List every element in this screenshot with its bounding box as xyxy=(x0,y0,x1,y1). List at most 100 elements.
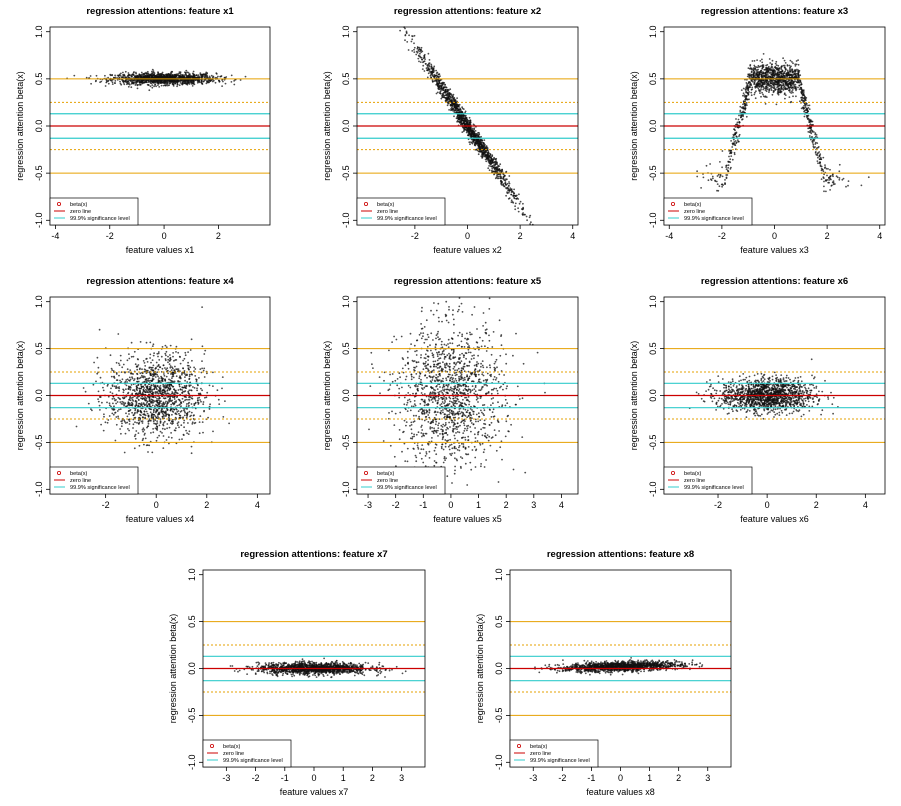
data-point xyxy=(484,146,487,149)
data-point xyxy=(734,129,736,132)
data-point xyxy=(832,175,834,178)
data-point xyxy=(511,201,514,203)
data-point xyxy=(786,69,789,72)
data-point xyxy=(159,385,162,387)
data-point xyxy=(134,84,137,86)
data-point xyxy=(190,338,193,341)
data-point xyxy=(82,387,85,389)
data-point xyxy=(789,67,791,70)
data-point xyxy=(138,73,141,76)
data-point xyxy=(490,165,493,168)
data-point xyxy=(500,177,502,180)
data-point xyxy=(456,97,458,99)
data-point xyxy=(428,62,430,65)
data-point xyxy=(145,357,148,360)
data-point xyxy=(482,142,485,144)
data-point xyxy=(772,73,775,76)
data-point xyxy=(778,69,780,72)
data-point xyxy=(826,174,828,177)
data-point xyxy=(134,76,137,78)
data-point xyxy=(134,363,137,366)
data-point xyxy=(753,70,756,73)
data-point xyxy=(446,104,449,107)
data-point xyxy=(770,79,772,82)
data-point xyxy=(737,118,740,121)
data-point xyxy=(724,183,726,185)
data-point xyxy=(130,75,133,78)
data-point xyxy=(796,81,799,84)
data-point xyxy=(109,79,112,81)
data-point xyxy=(187,80,190,82)
data-point xyxy=(166,423,169,425)
data-point xyxy=(404,34,407,36)
data-point xyxy=(444,84,446,86)
data-point xyxy=(203,376,206,378)
data-point xyxy=(187,361,190,364)
data-point xyxy=(143,413,146,416)
data-point xyxy=(769,75,772,78)
data-point xyxy=(729,161,732,164)
data-point xyxy=(752,76,754,79)
data-point xyxy=(507,197,510,200)
data-point xyxy=(157,84,159,86)
data-point xyxy=(736,136,738,138)
data-point xyxy=(118,408,120,411)
x-tick-label: 0 xyxy=(465,231,470,241)
data-point xyxy=(415,53,418,56)
data-point xyxy=(102,386,104,389)
data-point xyxy=(755,83,758,86)
data-point xyxy=(116,79,119,81)
data-point xyxy=(738,121,741,124)
data-point xyxy=(727,164,730,167)
data-point xyxy=(182,82,185,85)
data-point xyxy=(490,162,493,165)
data-point xyxy=(491,154,494,157)
data-points xyxy=(75,306,231,455)
data-point xyxy=(786,64,789,67)
data-point xyxy=(187,71,190,74)
data-point xyxy=(760,95,762,98)
data-point xyxy=(208,75,211,78)
data-point xyxy=(829,189,831,191)
data-point xyxy=(411,38,414,41)
x-axis-label: feature values x4 xyxy=(126,514,195,524)
data-point xyxy=(774,80,777,82)
data-point xyxy=(180,424,183,427)
data-point xyxy=(201,306,204,308)
data-point xyxy=(178,438,181,441)
data-point xyxy=(780,66,782,69)
data-point xyxy=(507,185,510,187)
data-point xyxy=(202,403,205,406)
data-point xyxy=(430,76,433,79)
data-point xyxy=(123,83,126,86)
data-point xyxy=(133,447,136,450)
data-point xyxy=(162,84,165,87)
data-point xyxy=(700,187,702,189)
data-point xyxy=(153,85,156,88)
data-point xyxy=(183,426,186,429)
data-point xyxy=(778,81,781,84)
data-point xyxy=(749,64,752,66)
data-point xyxy=(510,199,513,202)
data-point xyxy=(785,72,787,75)
data-point xyxy=(696,170,698,173)
data-point xyxy=(192,73,195,76)
data-point xyxy=(125,412,127,415)
data-point xyxy=(817,156,819,159)
data-point xyxy=(709,163,711,165)
legend-entry: 99.9% significance level xyxy=(377,216,437,222)
data-point xyxy=(735,118,737,120)
data-point xyxy=(152,81,154,84)
data-point xyxy=(766,81,768,84)
data-point xyxy=(828,177,830,179)
data-point xyxy=(172,83,175,86)
data-point xyxy=(829,175,832,177)
data-point xyxy=(127,353,130,355)
data-point xyxy=(711,175,714,178)
data-point xyxy=(496,174,498,177)
data-point xyxy=(422,57,425,60)
data-point xyxy=(783,86,785,89)
data-point xyxy=(127,391,130,394)
x-tick-label: 4 xyxy=(570,231,575,241)
data-point xyxy=(819,162,822,164)
